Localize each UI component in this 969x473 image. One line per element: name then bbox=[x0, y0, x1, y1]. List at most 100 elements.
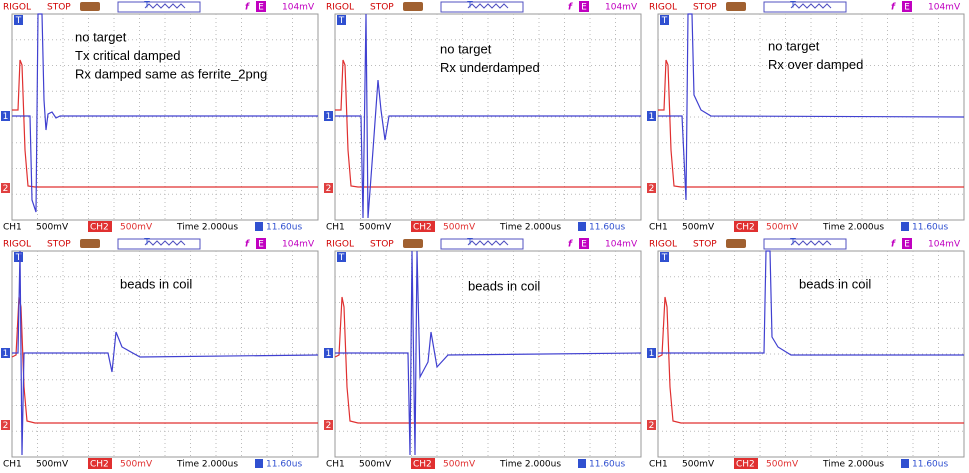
memory-icon bbox=[440, 1, 524, 13]
offset: 11.60us bbox=[589, 223, 625, 233]
trigger-source: E bbox=[581, 3, 587, 13]
trigger-position: T bbox=[143, 1, 150, 11]
ch2-marker: 2 bbox=[3, 421, 9, 431]
offset-icon bbox=[578, 222, 586, 231]
ch1-label: CH1 bbox=[326, 460, 345, 470]
ch1-label: CH1 bbox=[3, 460, 22, 470]
ch1-marker-bg bbox=[1, 111, 10, 121]
ch2-scale: 500mV bbox=[120, 460, 153, 470]
ch1-label: CH1 bbox=[326, 223, 345, 233]
battery-icon bbox=[403, 239, 423, 248]
source-box bbox=[579, 238, 589, 249]
ch1-scale: 500mV bbox=[682, 223, 715, 233]
ch2-marker-bg bbox=[1, 420, 10, 430]
ch2-marker-bg bbox=[647, 420, 656, 430]
ch1-trace bbox=[335, 250, 642, 456]
trigger-marker-bg bbox=[337, 252, 346, 262]
annotation: Rx underdamped bbox=[440, 60, 540, 75]
ch1-scale: 500mV bbox=[682, 460, 715, 470]
trigger-marker-bg bbox=[14, 252, 23, 262]
ch2-label-bg bbox=[734, 221, 758, 232]
ch2-trace bbox=[334, 296, 641, 424]
ch1-trace bbox=[658, 250, 964, 356]
ch2-trace bbox=[658, 59, 964, 188]
brand: RIGOL bbox=[3, 3, 31, 13]
trigger-level: 104mV bbox=[928, 240, 961, 250]
ch2-label-bg bbox=[411, 221, 435, 232]
ch1-marker-bg bbox=[1, 348, 10, 358]
battery-icon bbox=[726, 2, 746, 11]
ch1-scale: 500mV bbox=[36, 460, 69, 470]
trigger-marker-bg bbox=[660, 15, 669, 25]
ch2-marker: 2 bbox=[326, 184, 332, 194]
trigger-position: T bbox=[466, 1, 473, 11]
battery-icon bbox=[403, 2, 423, 11]
offset-icon bbox=[901, 222, 909, 231]
ch2-marker: 2 bbox=[649, 421, 655, 431]
trigger-wave-icon bbox=[467, 240, 509, 246]
ch2-marker: 2 bbox=[326, 421, 332, 431]
ch1-marker-bg bbox=[324, 111, 333, 121]
annotation: no target bbox=[440, 41, 492, 56]
ch1-trace bbox=[12, 250, 319, 456]
trigger-icon: f bbox=[568, 3, 573, 13]
ch1-marker: 1 bbox=[649, 349, 655, 359]
status: STOP bbox=[370, 3, 394, 13]
ch1-marker-bg bbox=[647, 111, 656, 121]
trigger-position: T bbox=[143, 238, 150, 248]
ch1-marker: 1 bbox=[3, 349, 9, 359]
offset: 11.60us bbox=[266, 460, 302, 470]
ch2-label-bg bbox=[734, 458, 758, 469]
ch2-label: CH2 bbox=[90, 460, 109, 470]
trigger-level: 104mV bbox=[282, 240, 315, 250]
annotation: no target bbox=[768, 38, 820, 53]
brand: RIGOL bbox=[649, 240, 677, 250]
trigger-source: E bbox=[904, 240, 910, 250]
ch2-label: CH2 bbox=[413, 460, 432, 470]
time-base: Time 2.000us bbox=[176, 223, 238, 233]
annotation: beads in coil bbox=[120, 276, 192, 291]
ch2-marker: 2 bbox=[3, 184, 9, 194]
trigger-position: T bbox=[466, 238, 473, 248]
brand: RIGOL bbox=[3, 240, 31, 250]
annotation: Rx damped same as ferrite_2png bbox=[75, 66, 267, 81]
ch1-trace bbox=[335, 13, 641, 219]
offset: 11.60us bbox=[589, 460, 625, 470]
memory-icon bbox=[440, 238, 524, 250]
status: STOP bbox=[370, 240, 394, 250]
trigger-marker: T bbox=[338, 253, 345, 263]
ch1-scale: 500mV bbox=[359, 223, 392, 233]
memory-icon bbox=[763, 1, 847, 13]
trigger-wave-icon bbox=[790, 3, 832, 9]
annotation: no target bbox=[75, 29, 127, 44]
trigger-marker: T bbox=[15, 16, 22, 26]
time-base: Time 2.000us bbox=[499, 223, 561, 233]
ch2-trace bbox=[11, 296, 318, 424]
memory-icon bbox=[117, 1, 201, 13]
ch1-label: CH1 bbox=[649, 223, 668, 233]
ch2-scale: 500mV bbox=[766, 223, 799, 233]
ch1-marker: 1 bbox=[3, 112, 9, 122]
ch1-trace bbox=[12, 13, 318, 213]
battery-icon bbox=[80, 239, 100, 248]
ch1-marker: 1 bbox=[326, 112, 332, 122]
trigger-marker-bg bbox=[660, 252, 669, 262]
trigger-icon: f bbox=[891, 3, 896, 13]
trigger-wave-icon bbox=[790, 240, 832, 246]
source-box bbox=[256, 238, 266, 249]
ch1-label: CH1 bbox=[649, 460, 668, 470]
trigger-source: E bbox=[904, 3, 910, 13]
offset-icon bbox=[901, 459, 909, 468]
trigger-position: T bbox=[789, 1, 796, 11]
trigger-position: T bbox=[789, 238, 796, 248]
ch2-label: CH2 bbox=[90, 223, 109, 233]
ch2-marker-bg bbox=[324, 183, 333, 193]
trigger-level: 104mV bbox=[605, 3, 638, 13]
trigger-source: E bbox=[258, 240, 264, 250]
ch2-scale: 500mV bbox=[443, 460, 476, 470]
trigger-wave-icon bbox=[144, 3, 186, 9]
